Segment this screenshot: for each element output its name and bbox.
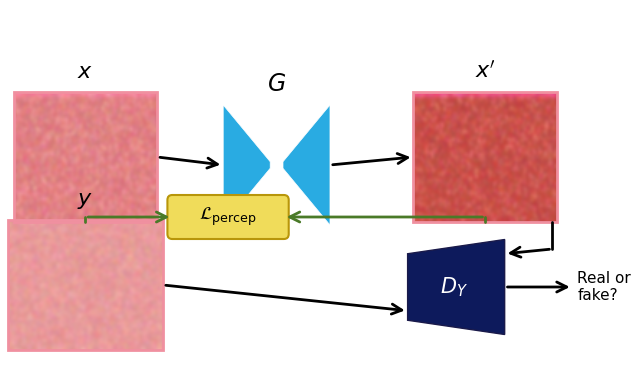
Text: $\mathcal{L}_{\mathrm{percep}}$: $\mathcal{L}_{\mathrm{percep}}$	[199, 206, 257, 228]
Text: Real or
fake?: Real or fake?	[577, 271, 631, 303]
Bar	[13, 92, 157, 222]
Polygon shape	[223, 105, 270, 225]
Text: $x'$: $x'$	[475, 61, 495, 83]
Text: $G$: $G$	[267, 72, 286, 96]
Polygon shape	[283, 105, 330, 225]
Bar	[413, 92, 557, 222]
Text: $x$: $x$	[77, 61, 93, 83]
Polygon shape	[408, 240, 505, 334]
FancyBboxPatch shape	[168, 195, 289, 239]
Text: $y$: $y$	[77, 189, 93, 211]
Bar	[8, 220, 163, 350]
Text: $D_Y$: $D_Y$	[440, 275, 468, 299]
